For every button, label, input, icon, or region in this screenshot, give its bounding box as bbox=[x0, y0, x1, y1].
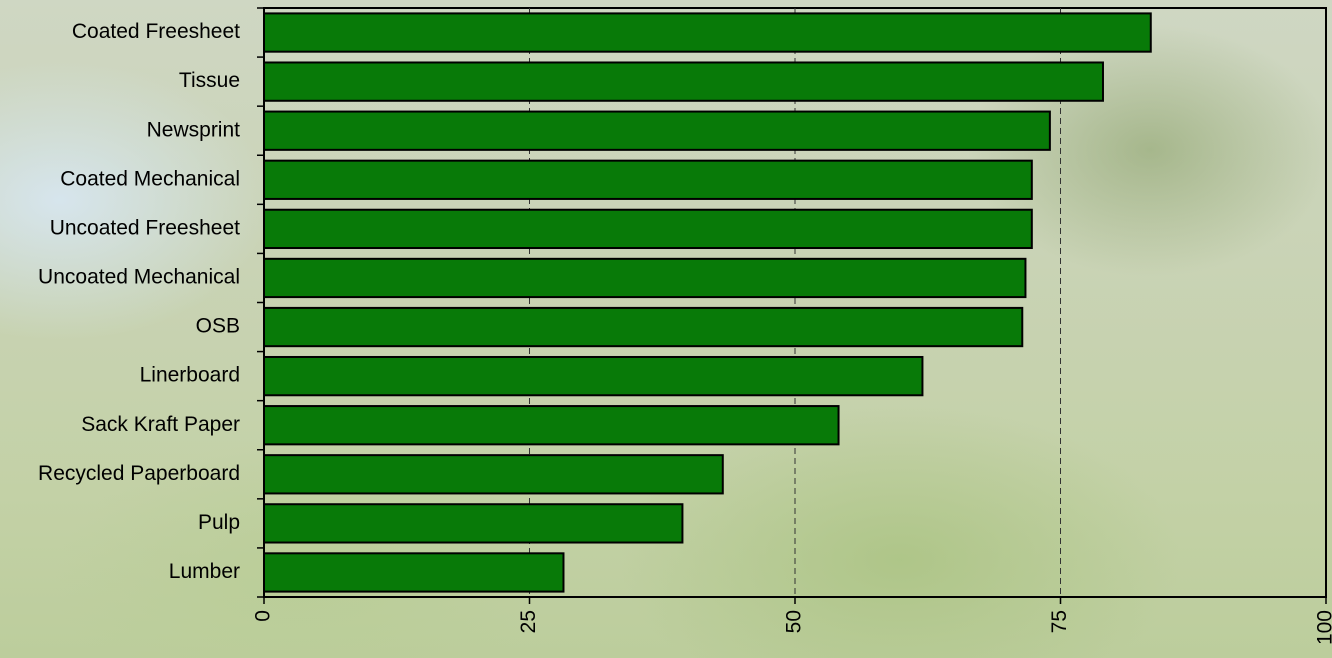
y-tick-label: Uncoated Mechanical bbox=[38, 266, 240, 289]
bar bbox=[263, 454, 724, 495]
y-tick-label: Uncoated Freesheet bbox=[50, 216, 240, 239]
bar bbox=[263, 552, 565, 593]
x-tick-label: 100 bbox=[1314, 610, 1332, 645]
y-tick-label: Recycled Paperboard bbox=[38, 462, 240, 485]
x-tick-label: 25 bbox=[517, 610, 540, 633]
bar bbox=[263, 159, 1033, 200]
bar bbox=[263, 503, 684, 544]
x-tick-label: 50 bbox=[783, 610, 806, 633]
x-tick-label: 0 bbox=[252, 610, 275, 622]
y-tick-label: Sack Kraft Paper bbox=[81, 413, 240, 436]
y-tick-label: Coated Freesheet bbox=[72, 20, 240, 43]
y-tick-label: OSB bbox=[196, 315, 240, 338]
bar bbox=[263, 110, 1051, 151]
bar bbox=[263, 257, 1027, 299]
y-tick-label: Linerboard bbox=[140, 364, 240, 387]
y-tick-label: Coated Mechanical bbox=[60, 167, 240, 190]
bar bbox=[263, 12, 1152, 53]
y-tick-label: Lumber bbox=[169, 560, 240, 583]
x-tick-label: 75 bbox=[1048, 610, 1071, 633]
bar bbox=[263, 355, 924, 397]
bar bbox=[263, 208, 1033, 250]
y-tick-label: Newsprint bbox=[147, 118, 241, 141]
bar bbox=[263, 405, 840, 446]
bar bbox=[263, 61, 1104, 102]
y-tick-label: Tissue bbox=[179, 69, 240, 92]
bar bbox=[263, 306, 1024, 348]
y-tick-label: Pulp bbox=[198, 511, 240, 534]
